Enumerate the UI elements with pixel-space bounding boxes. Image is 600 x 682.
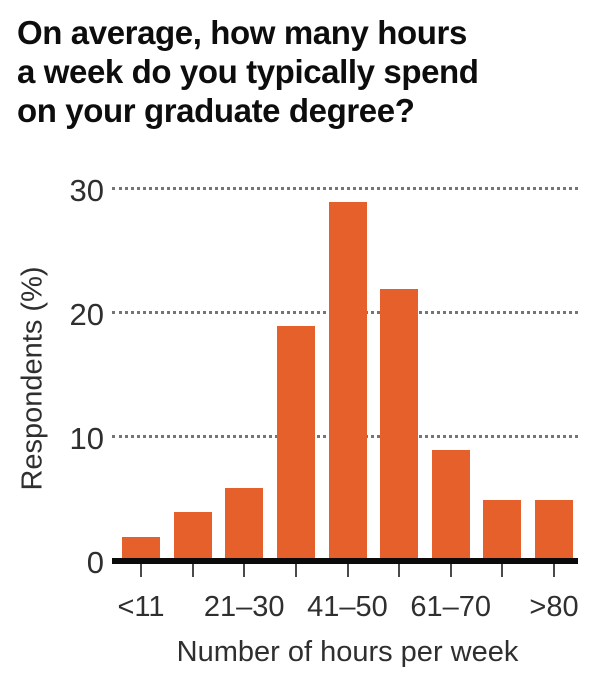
bar bbox=[122, 537, 160, 562]
x-tick-label: <11 bbox=[117, 591, 165, 623]
bar bbox=[225, 487, 264, 562]
tick-mark bbox=[449, 564, 452, 577]
x-axis-tick-labels: <11 21–30 41–50 61–70 >80 bbox=[117, 591, 578, 628]
y-axis-title: Respondents (%) bbox=[16, 266, 49, 491]
bar bbox=[276, 326, 315, 562]
bar bbox=[483, 500, 522, 562]
x-tick-label: 21–30 bbox=[203, 591, 285, 623]
bar bbox=[535, 500, 573, 562]
tick-slot bbox=[329, 564, 367, 578]
bar bbox=[431, 450, 470, 562]
bar bbox=[173, 512, 212, 562]
bars-row bbox=[117, 174, 578, 562]
x-label-slot: 41–50 bbox=[307, 591, 388, 628]
x-label-slot: 61–70 bbox=[410, 591, 491, 628]
x-label-slot: 21–30 bbox=[204, 591, 285, 628]
x-axis-title: Number of hours per week bbox=[176, 636, 519, 668]
tick-mark bbox=[140, 564, 142, 577]
x-label-slot bbox=[483, 592, 521, 628]
y-tick-label: 10 bbox=[69, 421, 104, 456]
tick-mark bbox=[398, 564, 401, 577]
x-label-slot: <11 bbox=[117, 591, 164, 628]
tick-mark bbox=[553, 564, 555, 577]
bar bbox=[328, 202, 367, 562]
x-tick-label: >80 bbox=[529, 591, 579, 623]
bar bbox=[380, 289, 419, 562]
x-axis-tick-marks bbox=[117, 564, 578, 578]
tick-slot bbox=[535, 564, 573, 578]
tick-slot bbox=[277, 564, 315, 578]
tick-mark bbox=[294, 564, 297, 577]
x-tick-label: 61–70 bbox=[410, 591, 492, 623]
x-axis-line bbox=[112, 558, 578, 564]
plot-area bbox=[112, 174, 578, 562]
tick-slot bbox=[432, 564, 470, 578]
tick-slot bbox=[380, 564, 418, 578]
tick-mark bbox=[191, 564, 194, 577]
tick-mark bbox=[501, 564, 504, 577]
gridline bbox=[112, 187, 578, 190]
tick-slot bbox=[483, 564, 521, 578]
x-label-slot: >80 bbox=[529, 591, 578, 628]
tick-slot bbox=[225, 564, 263, 578]
y-tick-label: 20 bbox=[69, 297, 104, 332]
chart-title: On average, how many hours a week do you… bbox=[17, 14, 479, 129]
tick-slot bbox=[122, 564, 160, 578]
tick-slot bbox=[174, 564, 212, 578]
y-tick-label: 0 bbox=[86, 545, 104, 580]
y-tick-label: 30 bbox=[69, 173, 104, 208]
tick-mark bbox=[346, 564, 349, 577]
tick-mark bbox=[243, 564, 246, 577]
x-tick-label: 41–50 bbox=[307, 591, 388, 623]
